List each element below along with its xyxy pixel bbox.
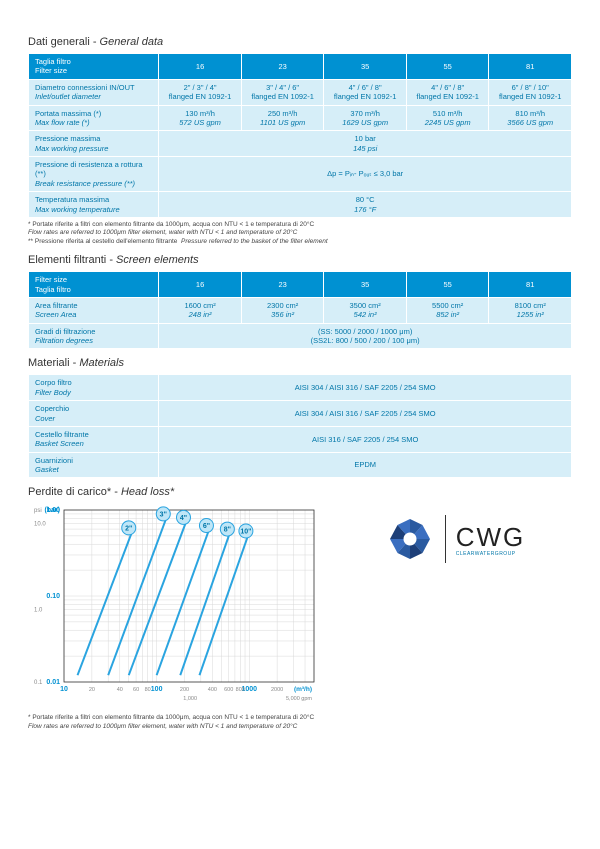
svg-text:1.0: 1.0 xyxy=(34,608,43,614)
svg-text:10.0: 10.0 xyxy=(34,522,46,528)
logo-subtext: CLEARWATERGROUP xyxy=(456,551,526,557)
mat-row-0: Corpo filtroFilter BodyAISI 304 / AISI 3… xyxy=(29,375,572,401)
hdr-filter-size: Taglia filtroFilter size xyxy=(29,54,159,80)
svg-text:3": 3" xyxy=(160,512,167,519)
row-temp: Temperatura massimaMax working temperatu… xyxy=(29,192,572,218)
mat-row-1: CoperchioCoverAISI 304 / AISI 316 / SAF … xyxy=(29,401,572,427)
hdr2-filter-size: Filter sizeTaglia filtro xyxy=(29,272,159,298)
hdr-size-1: 23 xyxy=(241,54,324,80)
svg-text:80: 80 xyxy=(145,687,151,693)
svg-text:0.1: 0.1 xyxy=(34,680,43,686)
mat-row-3: GuarnizioniGasketEPDM xyxy=(29,452,572,478)
svg-text:60: 60 xyxy=(133,687,139,693)
svg-text:psi: psi xyxy=(34,508,42,514)
chart-footnote: * Portate riferite a filtri con elemento… xyxy=(28,714,572,731)
svg-text:0.10: 0.10 xyxy=(46,593,60,600)
svg-text:4": 4" xyxy=(180,515,187,522)
svg-text:2000: 2000 xyxy=(271,687,283,693)
hdr-size-2: 35 xyxy=(324,54,407,80)
svg-text:600: 600 xyxy=(224,687,233,693)
row-flow: Portata massima (*)Max flow rate (*) 130… xyxy=(29,105,572,131)
svg-text:800: 800 xyxy=(236,687,245,693)
svg-text:5,000 gpm: 5,000 gpm xyxy=(286,696,312,702)
logo-text: CWG xyxy=(456,522,526,553)
svg-text:400: 400 xyxy=(208,687,217,693)
title-it: Dati generali xyxy=(28,36,90,48)
screen-table: Filter sizeTaglia filtro 16 23 35 55 81 … xyxy=(28,271,572,349)
section-title-headloss: Perdite di carico* - Head loss* xyxy=(28,486,572,498)
general-footnote: * Portate riferite a filtri con elemento… xyxy=(28,221,572,246)
row-diameter: Diametro connessioni IN/OUTInlet/outlet … xyxy=(29,79,572,105)
hdr-size-0: 16 xyxy=(159,54,242,80)
section-title-materials: Materiali - Materials xyxy=(28,357,572,369)
svg-text:20: 20 xyxy=(89,687,95,693)
row-degrees: Gradi di filtrazioneFiltration degrees (… xyxy=(29,323,572,349)
svg-text:1,000: 1,000 xyxy=(183,696,197,702)
materials-table: Corpo filtroFilter BodyAISI 304 / AISI 3… xyxy=(28,374,572,478)
section-title-general: Dati generali - General data xyxy=(28,36,572,48)
row-area: Area filtranteScreen Area 1600 cm²248 in… xyxy=(29,297,572,323)
svg-text:0.01: 0.01 xyxy=(46,679,60,686)
svg-text:100: 100 xyxy=(151,686,163,693)
svg-text:1.00: 1.00 xyxy=(46,507,60,514)
hdr-size-3: 55 xyxy=(406,54,489,80)
row-break: Pressione di resistenza a rottura (**)Br… xyxy=(29,157,572,192)
logo-icon xyxy=(385,514,435,564)
svg-text:6": 6" xyxy=(203,523,210,530)
svg-text:10": 10" xyxy=(240,529,251,536)
logo: CWG CLEARWATERGROUP xyxy=(338,504,572,564)
mat-row-2: Cestello filtranteBasket ScreenAISI 316 … xyxy=(29,426,572,452)
svg-text:2": 2" xyxy=(125,526,132,533)
svg-text:10: 10 xyxy=(60,686,68,693)
section-title-screen: Elementi filtranti - Screen elements xyxy=(28,254,572,266)
title-en: General data xyxy=(100,36,164,48)
svg-text:8": 8" xyxy=(224,527,231,534)
hdr-size-4: 81 xyxy=(489,54,572,80)
general-table: Taglia filtroFilter size 16 23 35 55 81 … xyxy=(28,53,572,218)
svg-text:200: 200 xyxy=(180,687,189,693)
row-pressure: Pressione massimaMax working pressure 10… xyxy=(29,131,572,157)
svg-text:(m³/h): (m³/h) xyxy=(294,686,312,693)
headloss-chart: (bar)1.000.100.01psi10.01.00.11010010002… xyxy=(28,504,328,711)
svg-text:40: 40 xyxy=(117,687,123,693)
